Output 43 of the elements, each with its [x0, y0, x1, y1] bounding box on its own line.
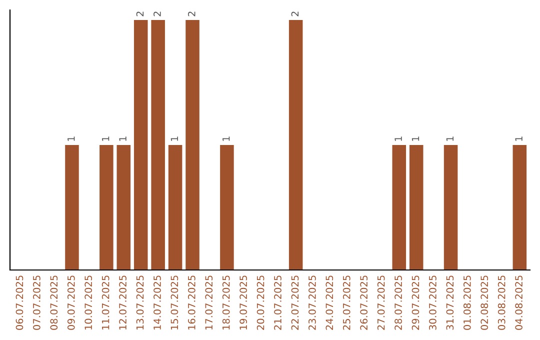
x-tick-label: 11.07.2025 — [102, 276, 110, 330]
data-label: 1 — [170, 136, 178, 141]
x-tick-label: 19.07.2025 — [240, 276, 247, 330]
data-label: 1 — [412, 136, 420, 141]
x-tick-label: 18.07.2025 — [222, 276, 230, 330]
x-tick-label: 15.07.2025 — [170, 276, 178, 330]
data-label: 1 — [515, 136, 522, 141]
data-label: 1 — [222, 136, 230, 141]
x-tick-label: 24.07.2025 — [326, 276, 334, 330]
x-tick-label: 22.07.2025 — [291, 276, 299, 330]
data-label: 2 — [291, 12, 299, 16]
x-tick-label: 21.07.2025 — [274, 276, 282, 330]
x-tick-label: 12.07.2025 — [119, 276, 126, 330]
x-tick-label: 26.07.2025 — [360, 276, 368, 330]
x-tick-label: 04.08.2025 — [515, 276, 522, 330]
x-tick-label: 13.07.2025 — [136, 276, 144, 330]
x-tick-label: 25.07.2025 — [342, 276, 350, 330]
data-label: 2 — [188, 12, 196, 16]
data-label: 1 — [68, 136, 75, 141]
x-tick-label: 27.07.2025 — [377, 276, 385, 330]
x-tick-label: 29.07.2025 — [412, 276, 420, 330]
x-tick-label: 01.08.2025 — [463, 276, 471, 330]
x-tick-label: 10.07.2025 — [84, 276, 92, 330]
x-tick-label: 28.07.2025 — [394, 276, 402, 330]
x-tick-label: 09.07.2025 — [67, 276, 75, 330]
data-label: 1 — [119, 136, 126, 141]
data-label: 2 — [136, 12, 144, 16]
data-label: 1 — [446, 136, 454, 141]
x-tick-label: 30.07.2025 — [429, 276, 436, 330]
x-tick-label: 17.07.2025 — [205, 276, 213, 330]
data-label: 2 — [154, 12, 161, 16]
data-label: 1 — [394, 136, 402, 141]
x-tick-label: 16.07.2025 — [188, 276, 196, 330]
x-tick-label: 14.07.2025 — [154, 276, 161, 330]
data-label: 1 — [102, 136, 110, 141]
x-tick-label: 03.08.2025 — [498, 276, 506, 330]
x-tick-label: 20.07.2025 — [256, 276, 264, 330]
x-tick-label: 31.07.2025 — [446, 276, 454, 330]
x-tick-label: 07.07.2025 — [33, 276, 40, 330]
x-tick-label: 23.07.2025 — [308, 276, 316, 330]
x-tick-label: 06.07.2025 — [16, 276, 24, 330]
x-tick-label: 08.07.2025 — [50, 276, 58, 330]
x-tick-label: 02.08.2025 — [480, 276, 488, 330]
